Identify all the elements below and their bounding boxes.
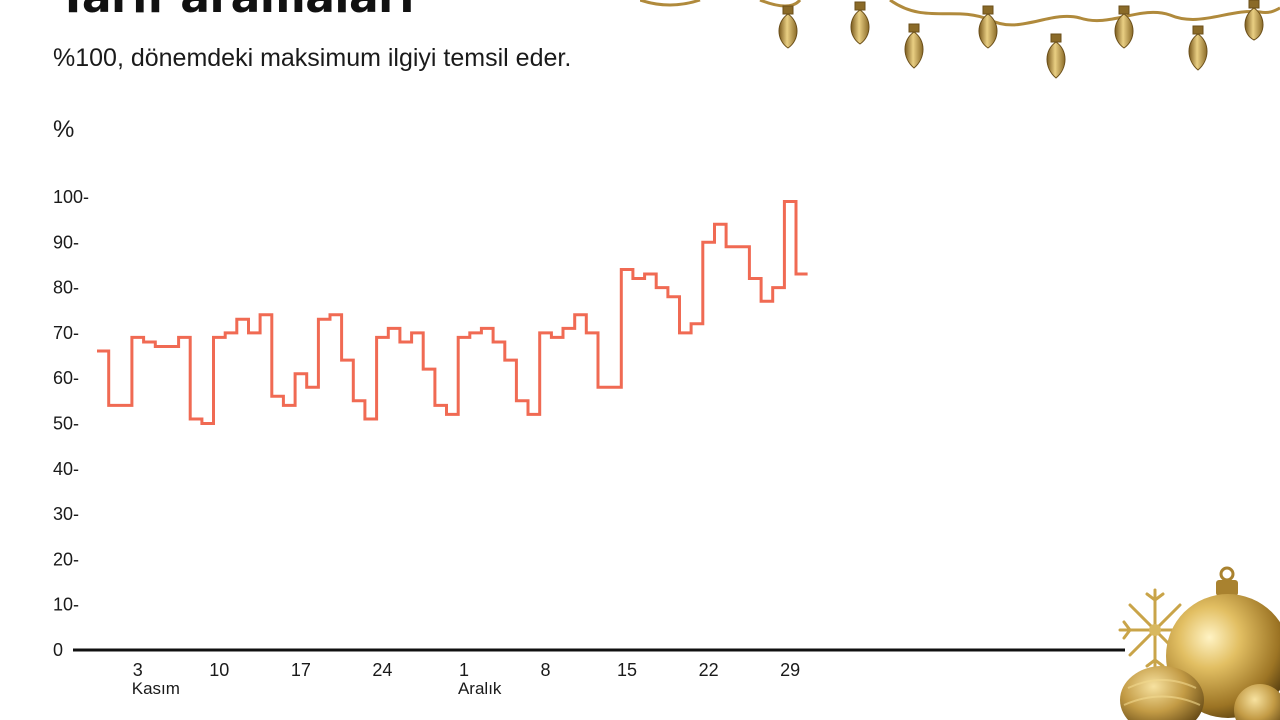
string-lights-icon (640, 0, 1280, 79)
x-tick-label: 17 (291, 660, 311, 680)
y-tick-label: 20- (53, 549, 79, 569)
series-line (97, 200, 808, 425)
y-tick-label: 30- (53, 504, 79, 524)
y-tick-label: 100- (53, 187, 89, 207)
x-tick-label: 24 (372, 660, 392, 680)
chart-subtitle: %100, dönemdeki maksimum ilgiyi temsil e… (53, 44, 572, 72)
y-tick-label: 0 (53, 640, 63, 660)
christmas-ornaments-icon (1118, 566, 1280, 720)
y-tick-label: 10- (53, 595, 79, 615)
x-tick-label: 22 (699, 660, 719, 680)
y-tick-label: 60- (53, 368, 79, 388)
x-tick-label: 1 (459, 660, 469, 680)
y-tick-label: 50- (53, 414, 79, 434)
y-tick-label: 70- (53, 323, 79, 343)
y-tick-label: 80- (53, 278, 79, 298)
chart-title: Tarif aramaları (58, 0, 414, 23)
x-month-label: Kasım (132, 679, 180, 698)
y-axis: 0 10- 20- 30- 40- 50- 60- 70- 80- 90- 100- (53, 187, 89, 660)
x-tick-label: 29 (780, 660, 800, 680)
x-tick-label: 8 (541, 660, 551, 680)
y-tick-label: 40- (53, 459, 79, 479)
x-tick-label: 3 (133, 660, 143, 680)
x-tick-label: 15 (617, 660, 637, 680)
x-tick-label: 10 (209, 660, 229, 680)
x-month-label: Aralık (458, 679, 502, 698)
y-axis-unit-label: % (53, 116, 75, 143)
y-tick-label: 90- (53, 232, 79, 252)
